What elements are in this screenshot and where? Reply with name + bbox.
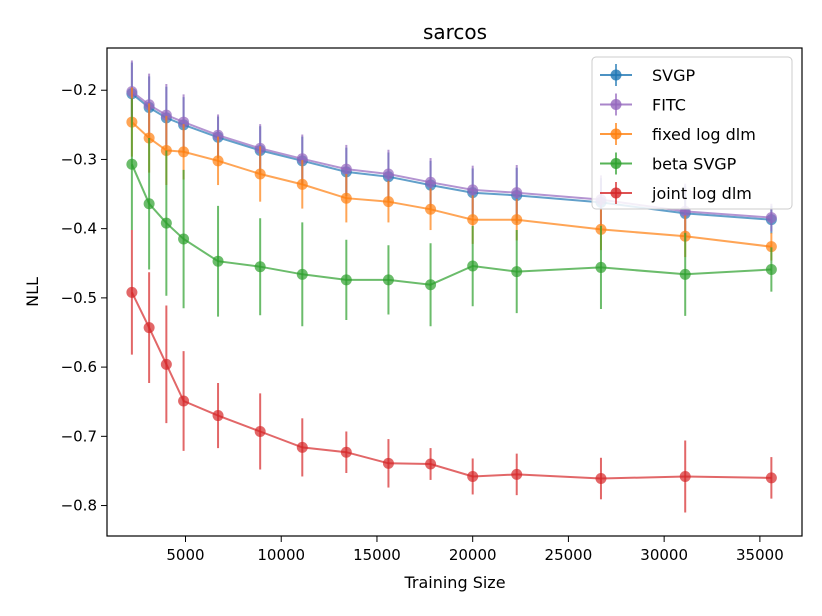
legend-marker — [610, 69, 622, 81]
data-point — [467, 184, 479, 196]
chart-title: sarcos — [423, 20, 487, 44]
data-point — [340, 274, 352, 286]
y-tick-label: −0.8 — [61, 497, 97, 515]
data-point — [126, 158, 138, 170]
legend-box — [591, 56, 793, 210]
x-tick-label: 20000 — [449, 546, 497, 564]
plot-frame — [106, 47, 803, 537]
series-joint-log-dlm — [126, 230, 777, 513]
legend-entry: beta SVGP — [600, 152, 737, 175]
series-layer — [126, 60, 777, 513]
x-tick-label: 25000 — [545, 546, 593, 564]
legend-marker — [610, 158, 622, 169]
data-point — [765, 241, 777, 253]
data-point — [467, 470, 479, 482]
data-point — [160, 358, 172, 370]
legend-marker — [610, 187, 622, 199]
data-point — [296, 441, 308, 453]
legend-label: fixed log dlm — [652, 125, 756, 144]
data-point — [212, 155, 224, 167]
data-point — [340, 446, 352, 458]
data-point — [296, 268, 308, 280]
data-point — [765, 212, 777, 224]
data-point — [212, 255, 224, 267]
legend-marker — [610, 99, 622, 110]
legend-entry: fixed log dlm — [600, 123, 756, 145]
y-axis: −0.2 −0.3 −0.4 −0.5 −0.6 −0.7 −0.8 — [61, 81, 107, 515]
data-point — [160, 217, 172, 229]
x-axis: 5000 10000 15000 20000 25000 30000 35000 — [166, 536, 784, 564]
x-tick-label: 35000 — [736, 546, 784, 564]
x-tick-label: 30000 — [640, 546, 688, 564]
data-point — [425, 176, 437, 188]
data-point — [160, 109, 172, 121]
data-point — [425, 203, 437, 215]
legend-label: FITC — [652, 96, 686, 115]
data-point — [382, 274, 394, 286]
data-point — [178, 233, 190, 245]
data-point — [296, 178, 308, 190]
data-point — [467, 260, 479, 272]
data-point — [467, 214, 479, 226]
data-point — [595, 261, 607, 273]
x-tick-label: 15000 — [353, 546, 401, 564]
legend-entry: FITC — [600, 93, 686, 116]
data-point — [340, 192, 352, 204]
data-point — [143, 198, 155, 210]
legend-marker — [610, 128, 622, 140]
y-tick-label: −0.4 — [61, 220, 97, 238]
series-fixed-log-dlm — [126, 87, 777, 261]
data-point — [425, 279, 437, 291]
x-tick-label: 10000 — [257, 546, 305, 564]
series-beta-svgp — [126, 98, 777, 327]
x-axis-label: Training Size — [403, 573, 505, 592]
y-tick-label: −0.2 — [61, 81, 97, 99]
legend-entry: SVGP — [600, 64, 696, 86]
data-point — [178, 395, 190, 407]
legend-label: SVGP — [652, 66, 696, 85]
data-point — [511, 214, 523, 226]
data-point — [511, 266, 523, 278]
y-tick-label: −0.7 — [61, 427, 97, 445]
legend-label: joint log dlm — [651, 184, 752, 203]
data-point — [254, 168, 266, 180]
data-point — [382, 457, 394, 469]
data-point — [511, 468, 523, 480]
legend-entry: joint log dlm — [600, 182, 752, 204]
data-point — [679, 268, 691, 280]
y-tick-label: −0.3 — [61, 150, 97, 168]
data-point — [679, 470, 691, 482]
y-axis-label: NLL — [23, 277, 42, 307]
data-point — [126, 286, 138, 298]
data-point — [765, 264, 777, 276]
data-point — [143, 322, 155, 334]
data-point — [765, 472, 777, 484]
data-point — [212, 129, 224, 141]
data-point — [382, 196, 394, 208]
data-point — [254, 425, 266, 437]
data-point — [340, 163, 352, 175]
x-tick-label: 5000 — [166, 546, 204, 564]
data-point — [595, 473, 607, 485]
y-tick-label: −0.6 — [61, 358, 97, 376]
y-tick-label: −0.5 — [61, 289, 97, 307]
data-point — [382, 168, 394, 180]
data-point — [511, 187, 523, 199]
series-line — [131, 291, 772, 480]
data-point — [178, 146, 190, 158]
data-point — [178, 116, 190, 128]
legend: SVGP FITC fixed log dlm beta SVGP joint log … — [591, 56, 793, 210]
legend-label: beta SVGP — [652, 155, 737, 174]
data-point — [296, 153, 308, 165]
data-point — [212, 410, 224, 422]
data-point — [425, 458, 437, 470]
data-point — [254, 261, 266, 273]
